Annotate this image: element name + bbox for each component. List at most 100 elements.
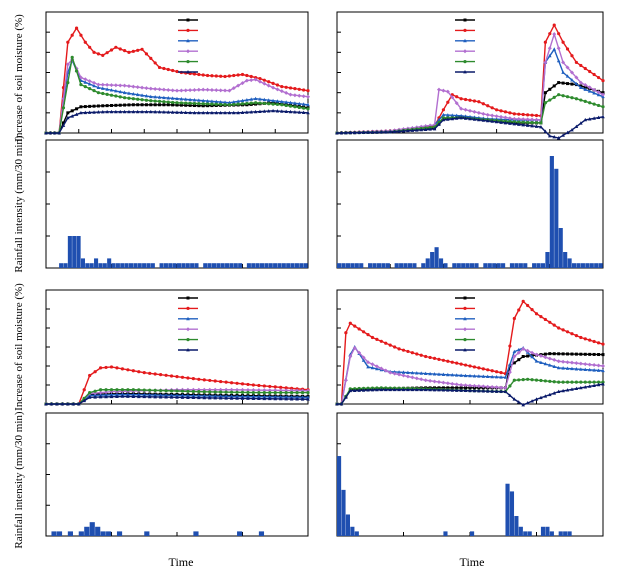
data-point bbox=[570, 54, 574, 58]
data-point bbox=[521, 346, 526, 351]
data-point bbox=[548, 392, 552, 397]
data-point bbox=[361, 355, 366, 360]
data-point bbox=[249, 101, 253, 105]
data-point bbox=[284, 109, 288, 113]
data-point bbox=[508, 121, 512, 125]
data-point bbox=[401, 387, 406, 392]
rain-bar bbox=[407, 263, 413, 268]
data-point bbox=[530, 354, 534, 359]
data-point bbox=[539, 360, 543, 364]
data-point bbox=[197, 390, 201, 394]
data-point bbox=[530, 120, 534, 125]
data-point bbox=[344, 331, 348, 335]
data-point bbox=[224, 387, 229, 392]
data-point bbox=[104, 365, 108, 370]
data-point bbox=[162, 100, 166, 104]
data-point bbox=[521, 120, 525, 124]
rain-bar bbox=[345, 514, 350, 536]
data-point bbox=[123, 103, 127, 107]
data-point bbox=[131, 394, 136, 398]
rain-bar bbox=[443, 263, 448, 268]
data-point bbox=[410, 387, 415, 392]
data-point bbox=[207, 394, 212, 398]
data-point bbox=[543, 60, 548, 65]
data-point bbox=[472, 117, 477, 121]
data-point bbox=[214, 88, 219, 93]
data-point bbox=[251, 388, 256, 393]
rain-bar bbox=[549, 531, 554, 536]
data-point bbox=[157, 110, 162, 114]
data-point bbox=[592, 91, 596, 95]
data-point bbox=[476, 110, 481, 115]
data-point bbox=[75, 107, 79, 111]
data-point bbox=[583, 385, 588, 389]
data-point bbox=[127, 103, 131, 107]
data-point bbox=[397, 129, 401, 133]
data-point bbox=[127, 109, 131, 114]
data-point bbox=[115, 388, 119, 392]
rain-bar bbox=[107, 258, 112, 268]
data-point bbox=[596, 115, 601, 120]
data-point bbox=[516, 122, 521, 126]
data-point bbox=[153, 393, 157, 397]
data-point bbox=[525, 348, 530, 353]
data-point bbox=[131, 109, 136, 114]
data-point bbox=[419, 127, 424, 132]
data-point bbox=[275, 102, 280, 107]
data-point bbox=[570, 380, 574, 384]
rain-bar bbox=[545, 526, 550, 536]
data-point bbox=[210, 110, 214, 115]
data-point bbox=[419, 387, 424, 392]
rain-bar bbox=[545, 252, 550, 268]
data-point bbox=[100, 86, 105, 90]
data-point bbox=[539, 378, 543, 383]
legend-marker bbox=[463, 296, 467, 300]
data-point bbox=[306, 391, 310, 395]
data-point bbox=[240, 396, 245, 400]
data-point bbox=[477, 388, 481, 393]
data-point bbox=[144, 98, 149, 102]
data-point bbox=[561, 133, 565, 137]
data-point bbox=[437, 357, 441, 361]
data-point bbox=[601, 92, 605, 97]
data-point bbox=[468, 364, 472, 368]
data-point bbox=[188, 88, 193, 93]
rain-bar bbox=[281, 263, 286, 268]
data-point bbox=[120, 388, 125, 392]
data-point bbox=[543, 40, 547, 44]
data-point bbox=[459, 115, 463, 120]
data-point bbox=[126, 84, 131, 89]
data-point bbox=[530, 399, 534, 403]
data-point bbox=[105, 109, 109, 114]
data-point bbox=[144, 103, 148, 107]
data-point bbox=[171, 100, 175, 105]
data-point bbox=[257, 79, 262, 84]
data-point bbox=[495, 370, 499, 374]
rain-bar bbox=[273, 263, 278, 268]
data-point bbox=[384, 341, 388, 345]
data-point bbox=[183, 88, 188, 93]
data-point bbox=[361, 358, 366, 362]
data-point bbox=[88, 391, 92, 395]
data-point bbox=[114, 109, 118, 114]
data-point bbox=[428, 378, 433, 383]
rain-bar bbox=[421, 263, 426, 268]
data-point bbox=[162, 103, 166, 107]
data-point bbox=[348, 130, 353, 135]
rain-bar bbox=[376, 263, 382, 268]
data-point bbox=[601, 368, 605, 373]
data-point bbox=[175, 393, 179, 397]
data-point bbox=[565, 47, 570, 51]
rain-bar bbox=[264, 263, 269, 268]
data-point bbox=[96, 52, 100, 56]
data-point bbox=[525, 123, 530, 127]
data-point bbox=[98, 390, 103, 395]
data-point bbox=[114, 45, 118, 49]
data-point bbox=[401, 370, 406, 374]
data-point bbox=[477, 366, 481, 370]
data-point bbox=[245, 98, 249, 102]
data-point bbox=[370, 335, 375, 340]
data-point bbox=[526, 377, 530, 381]
data-point bbox=[131, 84, 136, 89]
data-point bbox=[486, 104, 490, 108]
